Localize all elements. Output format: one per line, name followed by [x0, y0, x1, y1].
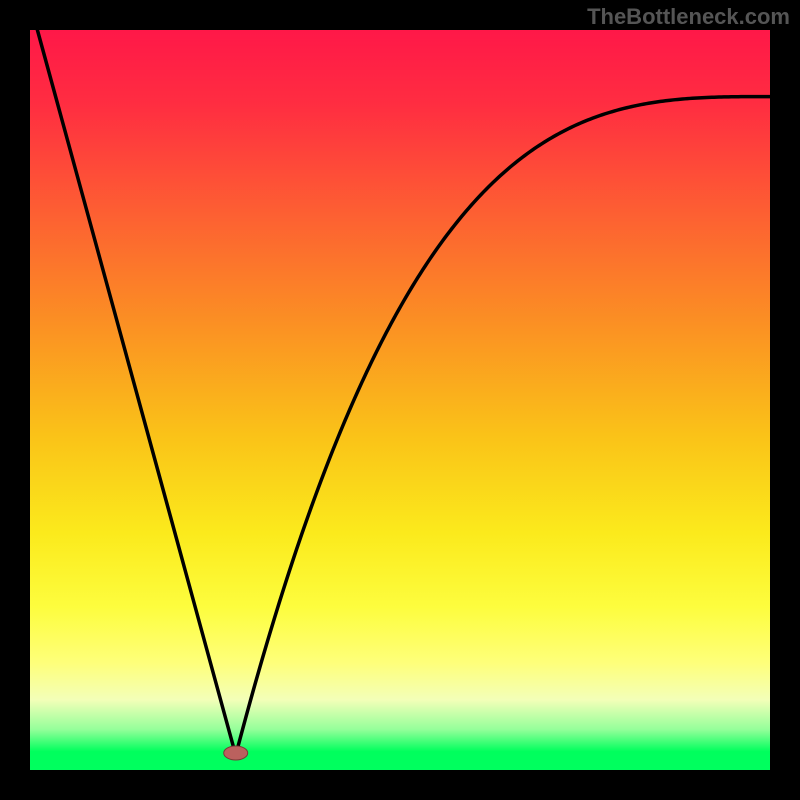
optimal-point-marker — [224, 746, 248, 760]
watermark-text: TheBottleneck.com — [587, 4, 790, 30]
chart-plot-area — [30, 30, 770, 770]
bottleneck-chart — [0, 0, 800, 800]
chart-container: TheBottleneck.com — [0, 0, 800, 800]
